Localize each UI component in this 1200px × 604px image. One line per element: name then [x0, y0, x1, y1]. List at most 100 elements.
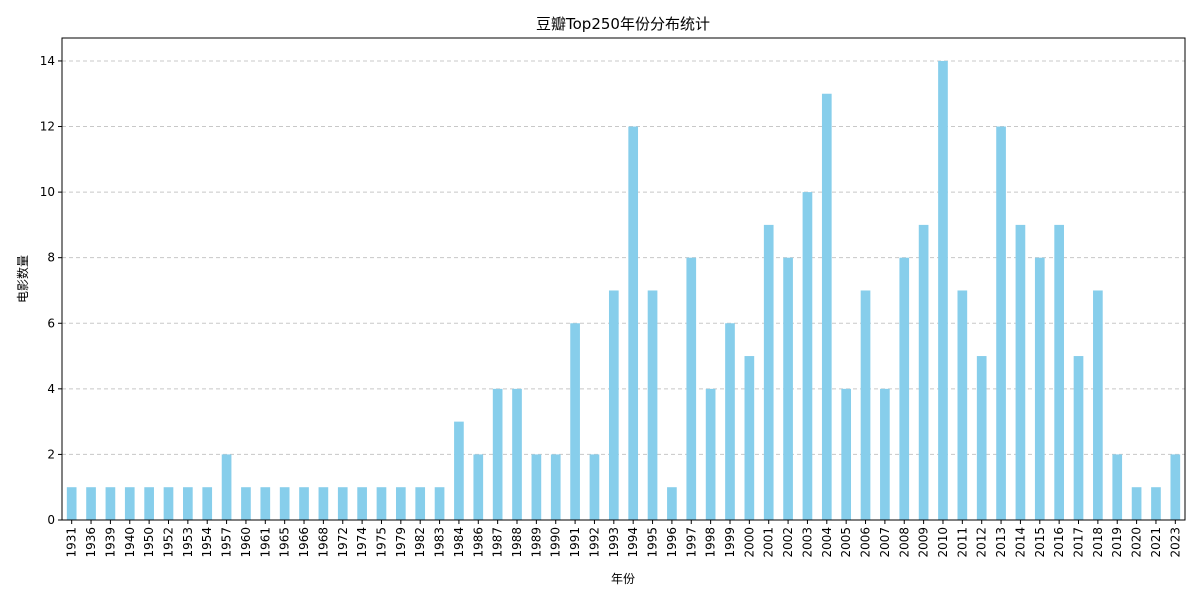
- bar-2011: [957, 290, 968, 520]
- bars: [66, 60, 1181, 521]
- bar-1996: [667, 487, 677, 520]
- x-tick-label: 1968: [316, 527, 330, 558]
- bar-1983: [434, 487, 445, 520]
- x-tick-label: 2015: [1033, 527, 1047, 558]
- y-axis-label: 电影数量: [15, 255, 30, 303]
- bar-2012: [976, 356, 987, 520]
- x-tick-label: 1995: [646, 527, 660, 558]
- x-axis-label: 年份: [611, 572, 635, 586]
- y-tick-label: 14: [40, 54, 55, 68]
- bar-2020: [1131, 487, 1142, 520]
- bar-1931: [66, 487, 77, 520]
- bar-1994: [628, 126, 639, 520]
- bar-1975: [376, 487, 387, 520]
- grid-lines: [62, 60, 1185, 455]
- x-tick-label: 2014: [1013, 527, 1027, 558]
- bar-2021: [1151, 487, 1161, 520]
- x-tick-label: 2007: [878, 527, 892, 558]
- bar-2000: [744, 356, 755, 520]
- bar-2019: [1112, 454, 1123, 520]
- x-tick-label: 1974: [355, 527, 369, 558]
- x-tick-label: 1940: [123, 527, 137, 558]
- x-tick-label: 1939: [103, 527, 117, 558]
- x-tick-label: 1936: [84, 527, 98, 558]
- bar-1972: [337, 487, 348, 520]
- x-tick-label: 1965: [278, 527, 292, 558]
- x-tick-label: 2010: [936, 527, 950, 558]
- chart-title: 豆瓣Top250年份分布统计: [536, 15, 710, 33]
- bar-1995: [647, 290, 658, 520]
- x-tick-label: 2020: [1130, 527, 1144, 558]
- x-tick-label: 1983: [433, 527, 447, 558]
- bar-1965: [279, 487, 290, 520]
- bar-2006: [860, 290, 871, 520]
- y-tick-label: 0: [47, 513, 55, 527]
- bar-2017: [1073, 356, 1084, 520]
- x-tick-label: 2023: [1168, 527, 1182, 558]
- x-tick-label: 1975: [374, 527, 388, 558]
- axes: [61, 37, 1186, 521]
- bar-1961: [260, 487, 271, 520]
- x-tick-label: 2008: [897, 527, 911, 558]
- bar-2018: [1093, 290, 1103, 520]
- bar-1997: [686, 257, 697, 520]
- x-tick-label: 1993: [607, 527, 621, 558]
- bar-1960: [241, 487, 251, 520]
- plot-frame: [61, 37, 1186, 521]
- y-tick-label: 4: [47, 382, 55, 396]
- x-tick-label: 2011: [955, 527, 969, 558]
- x-tick-label: 2018: [1091, 527, 1105, 558]
- bar-1953: [183, 487, 193, 520]
- bar-2009: [918, 224, 929, 521]
- bar-1939: [105, 487, 116, 520]
- x-tick-label: 1966: [297, 527, 311, 558]
- bar-2013: [996, 126, 1006, 520]
- x-tick-label: 1960: [239, 527, 253, 558]
- bar-2023: [1170, 454, 1181, 520]
- y-tick-label: 6: [47, 316, 55, 330]
- x-tick-label: 1972: [336, 527, 350, 558]
- x-tick-label: 1986: [471, 527, 485, 558]
- bar-2010: [938, 60, 948, 520]
- x-tick-label: 1931: [65, 527, 79, 558]
- bar-2002: [783, 257, 793, 520]
- x-tick-label: 1992: [587, 527, 601, 558]
- bar-1950: [144, 487, 154, 520]
- bar-1990: [550, 454, 561, 520]
- x-tick-label: 2016: [1052, 527, 1066, 558]
- bar-1979: [395, 487, 406, 520]
- x-tick-label: 1961: [258, 527, 272, 558]
- x-tick-label: 2001: [762, 527, 776, 558]
- bar-1986: [473, 454, 484, 520]
- bar-1998: [705, 388, 716, 520]
- x-tick-label: 1987: [491, 527, 505, 558]
- x-tick-label: 2006: [859, 527, 873, 558]
- x-tick-label: 1950: [142, 527, 156, 558]
- x-tick-label: 1953: [181, 527, 195, 558]
- bar-1940: [124, 487, 135, 520]
- x-tick-label: 2000: [742, 527, 756, 558]
- x-tick-label: 1998: [704, 527, 718, 558]
- x-tick-label: 1952: [161, 527, 175, 558]
- bar-2001: [763, 224, 774, 521]
- bar-1982: [415, 487, 426, 520]
- bar-2015: [1034, 257, 1045, 520]
- x-tick-label: 2013: [994, 527, 1008, 558]
- x-tick-label: 1979: [394, 527, 408, 558]
- bar-2016: [1054, 224, 1064, 521]
- y-ticks: 0 2 4 6 8 10 12 14: [40, 54, 62, 527]
- x-tick-label: 1988: [510, 527, 524, 558]
- bar-2008: [899, 257, 910, 520]
- x-tick-label: 1999: [723, 527, 737, 558]
- x-tick-label: 1990: [549, 527, 563, 558]
- x-tick-label: 2017: [1072, 527, 1086, 558]
- bar-1974: [357, 487, 367, 520]
- x-tick-label: 2009: [917, 527, 931, 558]
- x-tick-label: 2005: [839, 527, 853, 558]
- bar-2014: [1015, 224, 1026, 521]
- y-tick-label: 2: [47, 447, 55, 461]
- bar-1988: [512, 388, 522, 520]
- bar-1984: [454, 421, 464, 520]
